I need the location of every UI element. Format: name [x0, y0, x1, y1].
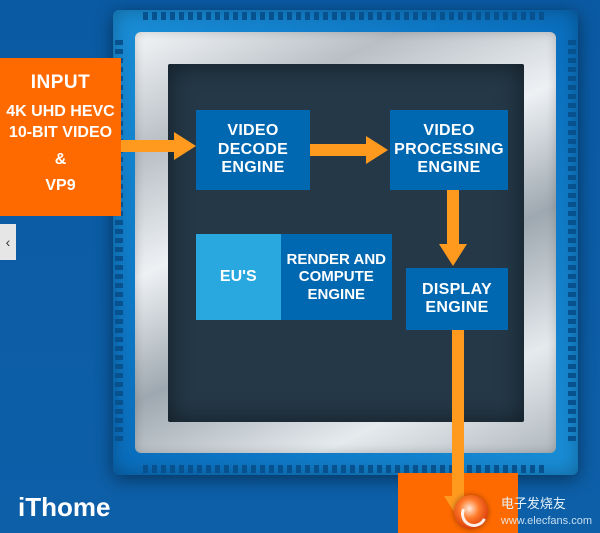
diagram-canvas: INPUT 4K UHD HEVC 10-BIT VIDEO & VP9 VID… [0, 0, 600, 533]
carousel-prev-button[interactable]: ‹ [0, 224, 16, 260]
input-line-3: VP9 [6, 176, 115, 197]
pcb-pins-bottom [143, 465, 548, 473]
input-line-1: 4K UHD HEVC [6, 102, 115, 123]
arrow-input-to-decode-head [174, 132, 196, 160]
input-title: INPUT [6, 72, 115, 94]
arrow-display-output [452, 330, 464, 498]
display-engine-block: DISPLAY ENGINE [406, 268, 508, 330]
video-processing-engine-block: VIDEO PROCESSING ENGINE [390, 110, 508, 190]
arrow-decode-to-processing-head [366, 136, 388, 164]
render-compute-engine-block: RENDER AND COMPUTE ENGINE [281, 234, 392, 320]
eus-block: EU'S [196, 234, 281, 320]
arrow-processing-to-display-head [439, 244, 467, 266]
video-decode-engine-block: VIDEO DECODE ENGINE [196, 110, 310, 190]
input-block: INPUT 4K UHD HEVC 10-BIT VIDEO & VP9 [0, 58, 121, 216]
input-ampersand: & [6, 150, 115, 171]
elecfans-credit-url: www.elecfans.com [501, 515, 592, 527]
pcb-pins-top [143, 12, 548, 20]
arrow-input-to-decode [121, 140, 176, 152]
arrow-processing-to-display [447, 190, 459, 246]
arrow-decode-to-processing [310, 144, 368, 156]
elecfans-credit-label: 电子发烧友 [501, 496, 566, 511]
pcb-pins-right [568, 40, 576, 445]
render-compute-group: EU'S RENDER AND COMPUTE ENGINE [196, 234, 392, 320]
input-line-2: 10-BIT VIDEO [6, 123, 115, 144]
chevron-left-icon: ‹ [6, 234, 11, 250]
elecfans-logo-icon [454, 495, 488, 529]
source-watermark: iThome [18, 492, 110, 523]
elecfans-credit: 电子发烧友 www.elecfans.com [501, 493, 592, 527]
